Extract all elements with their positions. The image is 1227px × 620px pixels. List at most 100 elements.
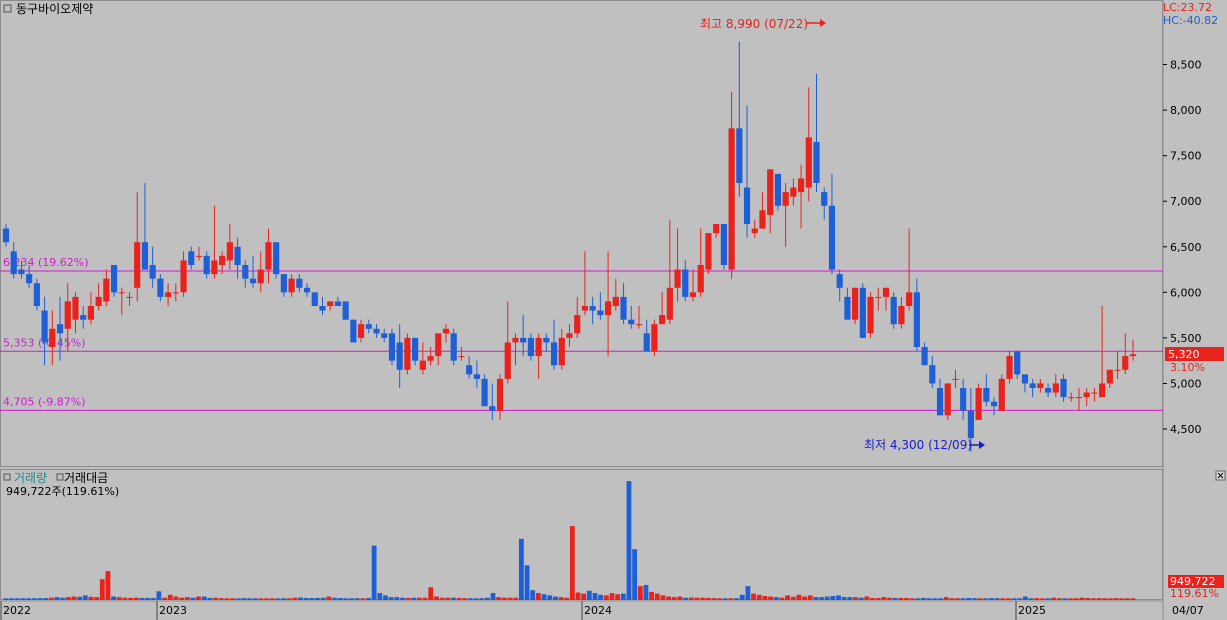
candle-body — [1075, 397, 1083, 399]
volume-bar — [162, 597, 167, 600]
candle-body — [944, 383, 951, 416]
volume-bar — [224, 598, 230, 600]
volume-bar — [456, 597, 462, 600]
candle-body — [489, 406, 496, 411]
candle-body — [435, 333, 442, 357]
candle-body — [280, 274, 287, 293]
candle-body — [689, 292, 697, 297]
candle-body — [605, 301, 612, 316]
candle-body — [1068, 397, 1075, 399]
candle-body — [72, 296, 79, 320]
candle-body — [1083, 392, 1090, 398]
candle-body — [357, 324, 365, 338]
candle-body — [813, 142, 820, 183]
volume-bar — [660, 595, 666, 600]
candle-body — [18, 269, 25, 275]
volume-bar — [337, 598, 343, 600]
volume-bar — [434, 596, 439, 600]
volume-bar — [422, 597, 428, 600]
candle-body — [720, 224, 727, 265]
volume-bar — [847, 597, 853, 600]
candle-body — [257, 269, 264, 284]
volume-bar — [298, 597, 303, 600]
volume-bar — [184, 597, 190, 600]
volume-bar — [909, 598, 915, 600]
volume-bar — [1006, 598, 1011, 600]
candle-body — [296, 278, 303, 288]
volume-bar — [82, 595, 88, 600]
volume-bar — [592, 593, 598, 600]
candle-body — [682, 269, 689, 297]
volume-bar — [728, 598, 734, 600]
volume-bar — [881, 597, 887, 600]
candle-body — [388, 333, 396, 361]
volume-label[interactable]: 거래량 — [14, 471, 47, 485]
volume-bar — [383, 595, 388, 600]
volume-bar — [128, 597, 133, 600]
candle-body — [496, 378, 504, 411]
volume-bar — [575, 592, 581, 600]
volume-bar — [598, 594, 604, 600]
volume-bar — [360, 598, 366, 600]
volume-bar — [524, 565, 530, 600]
amount-label[interactable]: 거래대금 — [64, 471, 108, 485]
volume-bar — [145, 597, 150, 600]
candle-body — [1106, 369, 1113, 384]
volume-bar — [688, 597, 694, 600]
title-checkbox[interactable] — [3, 4, 12, 13]
current-price-change: 3.10% — [1170, 361, 1205, 374]
candle-body — [226, 242, 233, 261]
volume-bar — [196, 596, 201, 600]
candle-body — [458, 356, 465, 358]
volume-bar — [637, 586, 643, 600]
volume-bar — [213, 597, 218, 600]
volume-bar — [1130, 598, 1136, 600]
volume-bar — [1056, 598, 1062, 600]
candle-body — [643, 333, 650, 352]
volume-bar — [955, 598, 960, 600]
volume-bar — [1113, 598, 1119, 600]
candle-body — [381, 333, 388, 338]
candle-body — [33, 283, 40, 306]
candle-body — [87, 306, 94, 320]
volume-bar — [915, 598, 921, 600]
volume-bar — [264, 598, 269, 600]
candle-body — [10, 251, 17, 275]
current-price-badge — [1165, 347, 1224, 361]
high-arrow-icon — [806, 19, 826, 27]
volume-bar — [252, 598, 258, 600]
volume-bar — [734, 598, 739, 600]
candle-body — [651, 324, 658, 352]
candle-body — [859, 287, 866, 338]
volume-bar — [230, 598, 235, 600]
volume-bar — [530, 590, 536, 600]
candle-body — [311, 292, 318, 306]
candle-body — [473, 374, 480, 379]
candle-body — [249, 278, 257, 284]
volume-bar — [569, 526, 575, 600]
candle-body — [450, 333, 457, 361]
candle-body — [1052, 383, 1059, 393]
candle-body — [705, 233, 712, 270]
volume-checkbox[interactable] — [3, 473, 11, 481]
amount-checkbox[interactable] — [56, 473, 64, 481]
candle-body — [797, 178, 805, 193]
close-icon[interactable] — [1215, 470, 1226, 481]
volume-bar — [615, 594, 621, 600]
x-tick-label: 2024 — [584, 604, 612, 617]
candle-body — [821, 192, 828, 206]
volume-bar — [490, 593, 496, 600]
candle-body — [759, 210, 766, 229]
volume-bar — [94, 597, 100, 600]
volume-bar — [258, 598, 264, 600]
x-tick-label: 2023 — [159, 604, 187, 617]
candlestick-series — [2, 41, 1137, 452]
volume-bar — [949, 598, 955, 600]
candle-body — [844, 296, 851, 320]
volume-bar — [649, 591, 655, 600]
volume-bar — [541, 594, 547, 600]
volume-bar — [3, 598, 9, 600]
volume-bar — [1090, 598, 1096, 600]
volume-bar — [48, 597, 54, 600]
